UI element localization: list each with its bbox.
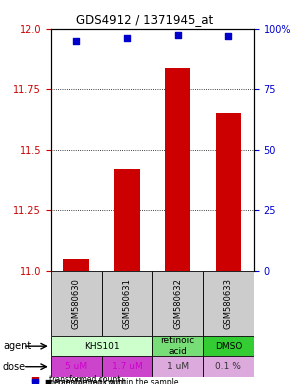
Text: 5 uM: 5 uM — [65, 362, 87, 371]
Text: GSM580630: GSM580630 — [72, 278, 81, 329]
Text: percentile rank within the sample: percentile rank within the sample — [49, 378, 179, 384]
Text: agent: agent — [3, 341, 31, 351]
Point — [74, 38, 78, 44]
Bar — [216, 113, 241, 271]
Text: GSM580632: GSM580632 — [173, 278, 182, 329]
Bar — [152, 336, 203, 356]
Point — [125, 35, 129, 41]
Text: GSM580633: GSM580633 — [224, 278, 233, 329]
Text: ■ transformed count: ■ transformed count — [45, 378, 126, 384]
Bar — [64, 258, 89, 271]
Bar — [152, 356, 203, 377]
Text: GSM580631: GSM580631 — [122, 278, 131, 329]
Point — [226, 33, 231, 39]
Point — [175, 32, 180, 38]
Text: dose: dose — [3, 362, 26, 372]
Bar — [152, 271, 203, 336]
Bar — [51, 336, 152, 356]
Bar — [114, 169, 139, 271]
Text: retinoic
acid: retinoic acid — [160, 336, 195, 356]
Text: 1.7 uM: 1.7 uM — [111, 362, 142, 371]
Bar — [102, 356, 152, 377]
Bar — [203, 356, 254, 377]
Bar — [51, 271, 102, 336]
Text: 1 uM: 1 uM — [166, 362, 189, 371]
Text: GDS4912 / 1371945_at: GDS4912 / 1371945_at — [76, 13, 214, 26]
Text: DMSO: DMSO — [215, 342, 242, 351]
Bar — [102, 271, 152, 336]
Bar — [203, 336, 254, 356]
Text: 0.1 %: 0.1 % — [215, 362, 241, 371]
Bar — [165, 68, 190, 271]
Text: transformed count: transformed count — [49, 374, 121, 384]
Bar — [203, 271, 254, 336]
Bar — [51, 356, 102, 377]
Text: KHS101: KHS101 — [84, 342, 119, 351]
